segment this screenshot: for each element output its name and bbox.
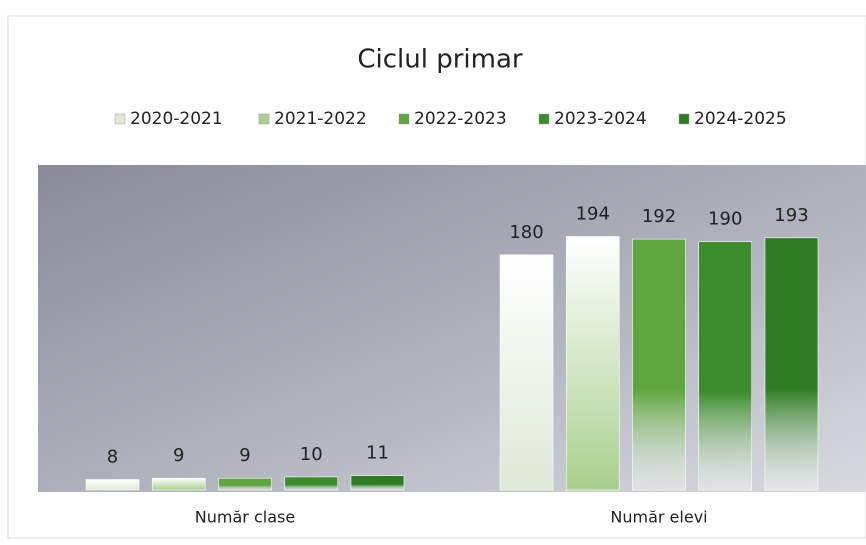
bar	[151, 477, 206, 491]
legend-swatch	[114, 113, 126, 125]
legend-swatch	[678, 113, 690, 125]
legend-label: 2024-2025	[694, 109, 787, 129]
data-label: 190	[708, 209, 742, 230]
legend-label: 2023-2024	[554, 109, 647, 129]
chart-title: Ciclul primar	[357, 45, 523, 75]
data-label: 10	[300, 444, 323, 465]
bar	[698, 241, 753, 491]
bar	[350, 475, 405, 491]
bar	[565, 236, 620, 491]
x-tick-label: Număr elevi	[610, 508, 707, 527]
data-label: 180	[509, 222, 543, 243]
x-tick-label: Număr clase	[195, 508, 295, 527]
legend-label: 2021-2022	[274, 109, 367, 129]
bar	[764, 237, 819, 491]
legend-swatch	[538, 113, 550, 125]
bar	[499, 254, 554, 491]
legend-label: 2022-2023	[414, 109, 507, 129]
data-label: 193	[774, 205, 808, 226]
bar	[218, 477, 272, 491]
bar	[632, 238, 686, 491]
data-label: 192	[642, 206, 676, 227]
data-label: 8	[107, 447, 118, 468]
legend-swatch	[258, 113, 270, 125]
legend-swatch	[398, 113, 410, 125]
data-label: 194	[576, 204, 610, 225]
bar	[284, 476, 339, 491]
data-label: 11	[366, 443, 389, 464]
data-label: 9	[173, 445, 184, 466]
bar	[85, 479, 140, 491]
data-label: 9	[239, 445, 250, 466]
legend-label: 2020-2021	[130, 109, 223, 129]
